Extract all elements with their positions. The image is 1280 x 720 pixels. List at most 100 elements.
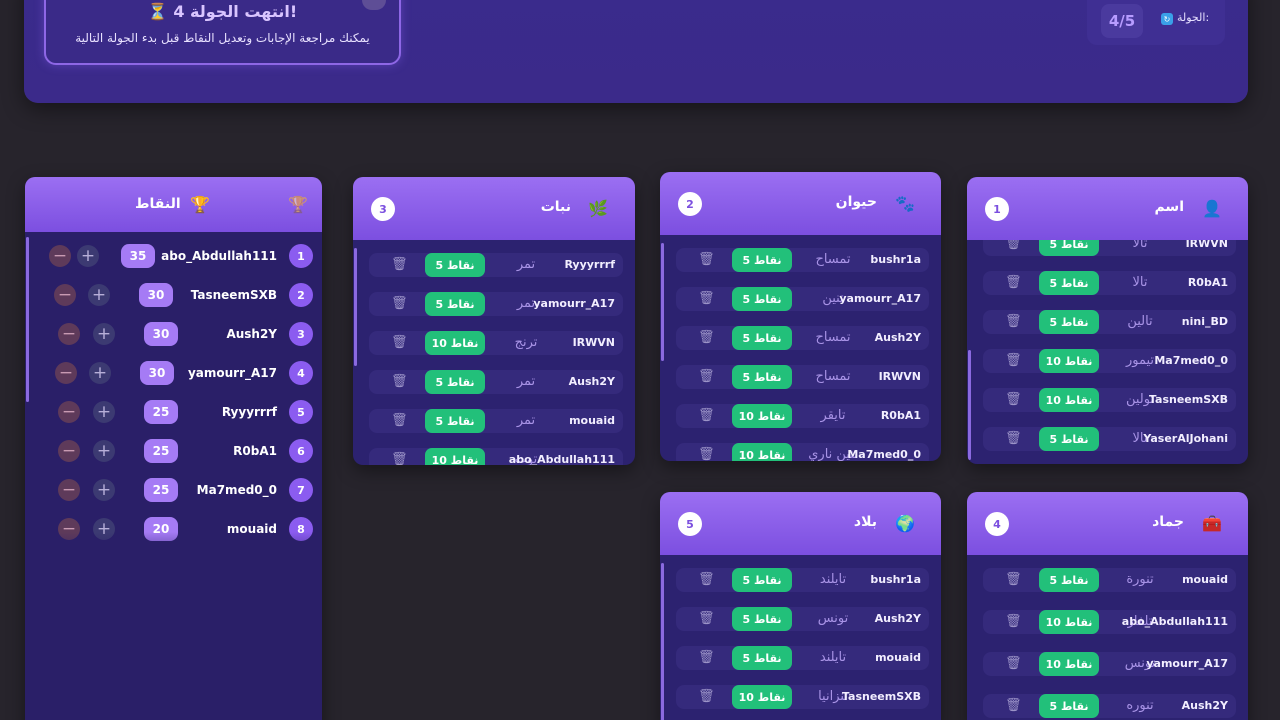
points-badge[interactable]: 5 نقاط xyxy=(732,646,792,670)
score-value: 30 xyxy=(139,283,173,307)
category-header: 1 👤 اسم xyxy=(967,177,1248,240)
scrollbar[interactable] xyxy=(661,563,664,720)
decrease-score-button[interactable]: − xyxy=(58,440,80,462)
points-badge[interactable]: 5 نقاط xyxy=(732,568,792,592)
increase-score-button[interactable]: + xyxy=(88,284,110,306)
rank-badge: 5 xyxy=(289,400,313,424)
score-row: − +30 Aush2Y 3 xyxy=(41,322,313,346)
points-fade xyxy=(25,532,322,592)
points-badge[interactable]: 10 نقاط xyxy=(1039,388,1099,412)
points-badge[interactable]: 5 نقاط xyxy=(1039,568,1099,592)
points-badge[interactable]: 5 نقاط xyxy=(732,365,792,389)
answer-text: تالين xyxy=(1127,314,1153,329)
points-badge[interactable]: 10 نقاط xyxy=(425,331,485,355)
trash-icon[interactable]: 🗑 xyxy=(1005,392,1022,407)
answer-text: تنوره xyxy=(1126,698,1154,713)
player-name: bushr1a xyxy=(870,253,921,266)
points-badge[interactable]: 5 نقاط xyxy=(732,287,792,311)
category-number: 2 xyxy=(678,192,702,216)
points-badge[interactable]: 5 نقاط xyxy=(1039,310,1099,334)
answer-text: تولين xyxy=(1125,392,1155,407)
points-badge[interactable]: 5 نقاط xyxy=(425,409,485,433)
trash-icon[interactable]: 🗑 xyxy=(1005,614,1022,629)
trash-icon[interactable]: 🗑 xyxy=(391,257,408,272)
points-badge[interactable]: 10 نقاط xyxy=(1039,349,1099,373)
answer-text: تمر xyxy=(516,257,536,272)
points-badge[interactable]: 5 نقاط xyxy=(732,326,792,350)
decrease-score-button[interactable]: − xyxy=(54,284,76,306)
trash-icon[interactable]: 🗑 xyxy=(1005,275,1022,290)
trash-icon[interactable]: 🗑 xyxy=(391,413,408,428)
decrease-score-button[interactable]: − xyxy=(58,479,80,501)
points-badge[interactable]: 5 نقاط xyxy=(1039,427,1099,451)
paw-icon: 🐾 xyxy=(895,193,915,213)
points-badge[interactable]: 5 نقاط xyxy=(1039,240,1099,256)
trash-icon[interactable]: 🗑 xyxy=(391,452,408,465)
trash-icon[interactable]: 🗑 xyxy=(698,611,715,626)
round-ended-subtitle: يمكنك مراجعة الإجابات وتعديل النقاط قبل … xyxy=(75,31,370,45)
answer-text: تالا xyxy=(1132,275,1148,290)
score-value: 25 xyxy=(144,439,178,463)
scrollbar[interactable] xyxy=(968,350,971,460)
category-body: 🗑 5 نقاط تمر Ryyyrrrf 🗑 5 نقاط تمر yamourr_A17 🗑… xyxy=(353,240,635,465)
points-badge[interactable]: 10 نقاط xyxy=(732,404,792,428)
answer-text: تمر xyxy=(516,413,536,428)
points-badge[interactable]: 10 نقاط xyxy=(1039,652,1099,676)
trash-icon[interactable]: 🗑 xyxy=(1005,656,1022,671)
trash-icon[interactable]: 🗑 xyxy=(391,296,408,311)
category-card-country: 5 🌍 بلاد 🗑 5 نقاط تايلند bushr1a 🗑 5 نقاط تونس… xyxy=(660,492,941,720)
points-badge[interactable]: 5 نقاط xyxy=(1039,694,1099,718)
trash-icon[interactable]: 🗑 xyxy=(698,330,715,345)
increase-score-button[interactable]: + xyxy=(93,323,115,345)
scrollbar[interactable] xyxy=(26,237,29,402)
trash-icon[interactable]: 🗑 xyxy=(1005,698,1022,713)
points-header: النقاط 🏆 🏆 xyxy=(25,177,322,232)
player-name: mouaid xyxy=(1182,573,1228,586)
decrease-score-button[interactable]: − xyxy=(49,245,71,267)
trash-icon[interactable]: 🗑 xyxy=(698,689,715,704)
player-name: TasneemSXB xyxy=(1148,393,1228,406)
increase-score-button[interactable]: + xyxy=(77,245,99,267)
trash-icon[interactable]: 🗑 xyxy=(698,650,715,665)
points-badge[interactable]: 5 نقاط xyxy=(425,292,485,316)
points-badge[interactable]: 10 نقاط xyxy=(732,685,792,709)
trash-icon[interactable]: 🗑 xyxy=(698,447,715,461)
category-number: 4 xyxy=(985,512,1009,536)
score-row: − +25 R0bA1 6 xyxy=(41,439,313,463)
trash-icon[interactable]: 🗑 xyxy=(1005,240,1022,251)
trash-icon[interactable]: 🗑 xyxy=(391,335,408,350)
increase-score-button[interactable]: + xyxy=(93,401,115,423)
trash-icon[interactable]: 🗑 xyxy=(698,572,715,587)
scrollbar[interactable] xyxy=(354,248,357,366)
points-badge[interactable]: 5 نقاط xyxy=(732,607,792,631)
player-name: abo_Abdullah111 xyxy=(508,453,615,465)
decrease-score-button[interactable]: − xyxy=(58,323,80,345)
increase-score-button[interactable]: + xyxy=(93,440,115,462)
decrease-score-button[interactable]: − xyxy=(55,362,77,384)
points-badge[interactable]: 5 نقاط xyxy=(425,370,485,394)
trash-icon[interactable]: 🗑 xyxy=(1005,353,1022,368)
player-name: abo_Abdullah111 xyxy=(161,249,277,263)
trash-icon[interactable]: 🗑 xyxy=(698,291,715,306)
score-row: − +30 TasneemSXB 2 xyxy=(41,283,313,307)
trash-icon[interactable]: 🗑 xyxy=(698,369,715,384)
decrease-score-button[interactable]: − xyxy=(58,401,80,423)
points-badge[interactable]: 5 نقاط xyxy=(1039,271,1099,295)
player-name: IRWVN xyxy=(878,370,921,383)
answer-row: 🗑 5 نقاط تمساح IRWVN xyxy=(676,365,929,389)
trash-icon[interactable]: 🗑 xyxy=(1005,572,1022,587)
trash-icon[interactable]: 🗑 xyxy=(698,252,715,267)
points-badge[interactable]: 10 نقاط xyxy=(732,443,792,461)
points-badge[interactable]: 5 نقاط xyxy=(732,248,792,272)
trash-icon[interactable]: 🗑 xyxy=(698,408,715,423)
scrollbar[interactable] xyxy=(661,243,664,361)
trash-icon[interactable]: 🗑 xyxy=(391,374,408,389)
increase-score-button[interactable]: + xyxy=(89,362,111,384)
score-row: − +30 yamourr_A17 4 xyxy=(41,361,313,385)
increase-score-button[interactable]: + xyxy=(93,479,115,501)
trash-icon[interactable]: 🗑 xyxy=(1005,431,1022,446)
points-badge[interactable]: 10 نقاط xyxy=(425,448,485,465)
points-badge[interactable]: 10 نقاط xyxy=(1039,610,1099,634)
trash-icon[interactable]: 🗑 xyxy=(1005,314,1022,329)
points-badge[interactable]: 5 نقاط xyxy=(425,253,485,277)
